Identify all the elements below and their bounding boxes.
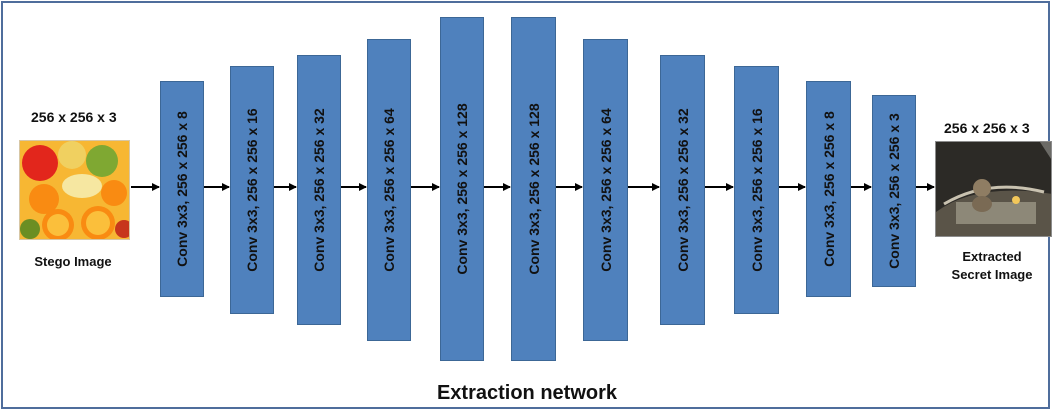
conv-layer-block: Conv 3x3, 256 x 256 x 128: [511, 17, 556, 361]
conv-layer-label: Conv 3x3, 256 x 256 x 64: [381, 108, 397, 272]
conv-layer-block: Conv 3x3, 256 x 256 x 64: [583, 39, 628, 341]
output-dimension-label: 256 x 256 x 3: [944, 120, 1030, 136]
conv-layer-block: Conv 3x3, 256 x 256 x 3: [872, 95, 916, 287]
caption-line-1: Extracted: [962, 249, 1022, 264]
conv-layer-block: Conv 3x3, 256 x 256 x 32: [297, 55, 341, 325]
conv-layer-label: Conv 3x3, 256 x 256 x 32: [674, 108, 691, 272]
conv-layer-label: Conv 3x3, 256 x 256 x 128: [525, 103, 542, 275]
conv-layer-label: Conv 3x3, 256 x 256 x 32: [311, 108, 327, 272]
input-dimension-label: 256 x 256 x 3: [31, 109, 117, 125]
conv-layer-block: Conv 3x3, 256 x 256 x 128: [440, 17, 484, 361]
conv-layer-label: Conv 3x3, 256 x 256 x 8: [820, 111, 837, 267]
conv-layer-block: Conv 3x3, 256 x 256 x 8: [806, 81, 851, 297]
conv-layer-block: Conv 3x3, 256 x 256 x 32: [660, 55, 705, 325]
stego-image-caption: Stego Image: [34, 254, 112, 269]
conv-layer-block: Conv 3x3, 256 x 256 x 64: [367, 39, 411, 341]
extracted-secret-image: [935, 141, 1052, 237]
caption-line-2: Secret Image: [951, 267, 1033, 282]
conv-layer-block: Conv 3x3, 256 x 256 x 16: [734, 66, 779, 314]
conv-layer-label: Conv 3x3, 256 x 256 x 3: [886, 113, 902, 269]
conv-layer-label: Conv 3x3, 256 x 256 x 128: [454, 103, 470, 275]
network-title: Extraction network: [436, 382, 618, 404]
stego-image: [19, 140, 130, 240]
conv-layer-block: Conv 3x3, 256 x 256 x 16: [230, 66, 274, 314]
conv-layer-label: Conv 3x3, 256 x 256 x 16: [748, 108, 765, 272]
conv-layer-block: Conv 3x3, 256 x 256 x 8: [160, 81, 204, 297]
conv-layer-label: Conv 3x3, 256 x 256 x 8: [174, 111, 190, 267]
conv-layer-label: Conv 3x3, 256 x 256 x 16: [244, 108, 260, 272]
extracted-secret-image-caption: Extracted Secret Image: [932, 248, 1052, 284]
conv-layer-label: Conv 3x3, 256 x 256 x 64: [597, 108, 614, 272]
